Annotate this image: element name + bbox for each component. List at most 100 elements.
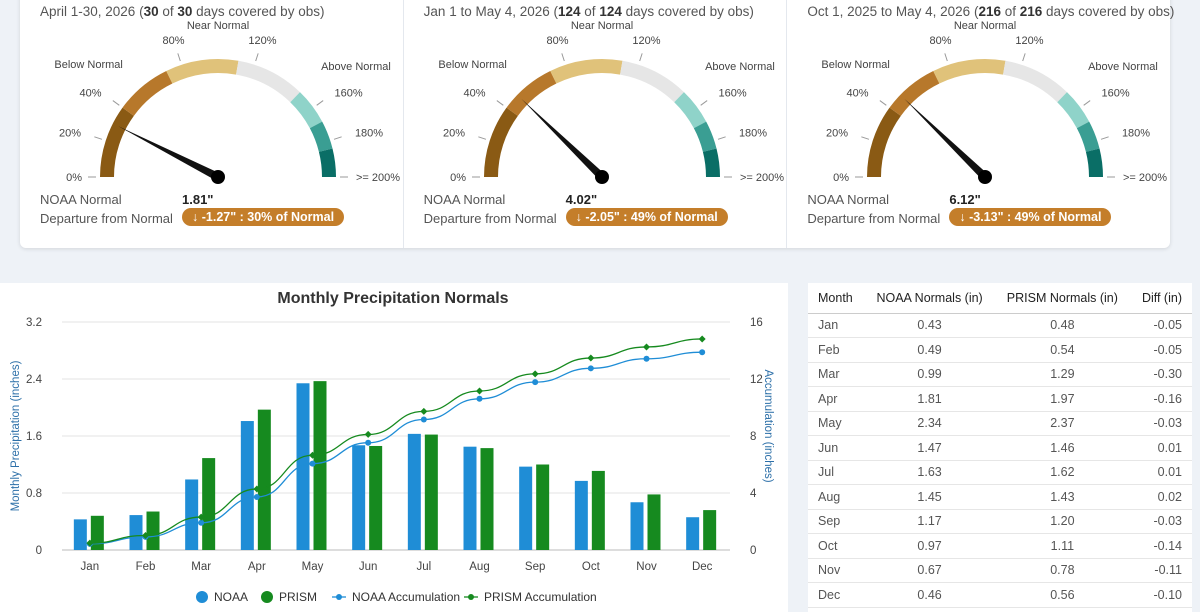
cell-diff: -0.03 [1130,411,1192,436]
legend-item-prism[interactable]: PRISM [261,590,317,604]
point-noaa-accumulation[interactable] [476,395,483,402]
bar-noaa[interactable] [73,519,87,550]
point-noaa-accumulation[interactable] [587,365,594,372]
legend-item-noaa-accumulation[interactable]: NOAA Accumulation [332,590,460,604]
column-header-prism[interactable]: PRISM Normals (in) [994,283,1130,314]
legend-marker [468,594,474,600]
x-tick-label: Dec [692,561,713,573]
point-prism-accumulation[interactable] [197,513,205,521]
bar-noaa[interactable] [630,502,644,550]
bar-noaa[interactable] [352,445,366,550]
column-header-diff[interactable]: Diff (in) [1130,283,1192,314]
normals-table: Month NOAA Normals (in) PRISM Normals (i… [808,283,1192,608]
gauge-tick-label: 20% [826,128,848,140]
x-tick-label: Mar [191,561,211,573]
cell-prism: 1.20 [994,509,1130,534]
column-header-noaa[interactable]: NOAA Normals (in) [864,283,995,314]
bar-prism[interactable] [480,448,494,550]
bar-noaa[interactable] [574,480,588,550]
point-prism-accumulation[interactable] [587,354,595,362]
cell-prism: 2.37 [994,411,1130,436]
cell-month: Jan [808,313,865,338]
gauge-tick-label: 80% [930,35,952,47]
point-noaa-accumulation[interactable] [532,379,539,386]
departure-value: -2.05" : 49% of Normal [585,210,718,224]
bar-noaa[interactable] [686,517,700,550]
bar-prism[interactable] [257,409,271,550]
gauge-needle [904,99,989,180]
bar-prism[interactable] [703,510,717,550]
bar-prism[interactable] [647,494,661,550]
gauge-zone-label: Above Normal [1088,61,1158,73]
point-prism-accumulation[interactable] [309,451,316,459]
gauge-tick-label: >= 200% [356,172,400,184]
point-prism-accumulation[interactable] [142,531,149,539]
bar-noaa[interactable] [519,466,533,550]
days-total: 216 [1019,4,1043,19]
point-prism-accumulation[interactable] [364,430,372,438]
point-prism-accumulation[interactable] [476,387,483,395]
bar-prism[interactable] [202,458,216,550]
bar-noaa[interactable] [296,383,310,550]
bar-prism[interactable] [313,381,327,550]
bar-noaa[interactable] [185,479,199,550]
bar-prism[interactable] [591,470,605,550]
point-noaa-accumulation[interactable] [420,416,427,423]
legend-label: NOAA Accumulation [352,590,460,604]
gauge-needle-hub [978,170,993,184]
bar-prism[interactable] [146,511,160,550]
gauge-tick-label: 0% [833,172,849,184]
cell-noaa: 0.99 [864,362,995,387]
gauge-tick-label: 180% [739,128,767,140]
y-right-tick-label: 0 [750,545,756,557]
legend-item-prism-accumulation[interactable]: PRISM Accumulation [464,590,597,604]
column-header-month[interactable]: Month [808,283,865,314]
point-prism-accumulation[interactable] [253,485,261,493]
gauge-tick-label: 180% [355,128,383,140]
cell-prism: 1.11 [994,533,1130,559]
point-noaa-accumulation[interactable] [198,519,205,526]
gauge-tick [255,53,259,62]
noaa-normal-value: 4.02" [565,192,598,207]
gauge-tick-label: 40% [79,87,101,99]
gauge-band [693,121,717,153]
x-tick-label: Jan [81,561,100,573]
cell-prism: 0.48 [994,313,1130,338]
point-prism-accumulation[interactable] [531,370,539,378]
point-noaa-accumulation[interactable] [253,493,260,500]
bar-noaa[interactable] [240,421,254,550]
legend-item-noaa[interactable]: NOAA [196,590,248,604]
noaa-normal-value: 6.12" [949,192,981,207]
point-noaa-accumulation[interactable] [699,349,706,356]
point-prism-accumulation[interactable] [86,539,94,547]
gauge-tick-label: 0% [66,172,82,184]
point-noaa-accumulation[interactable] [365,439,372,446]
cell-prism: 1.29 [994,362,1130,387]
bar-noaa[interactable] [407,433,421,550]
gauge-band [100,107,134,178]
gauge-band [1003,60,1068,103]
bar-prism[interactable] [536,464,550,551]
y-tick-label: 1.6 [26,431,42,443]
point-noaa-accumulation[interactable] [309,460,316,467]
gauge-period: Oct 1, 2025 to May 4, 2026 [807,4,971,19]
table-row: Nov 0.67 0.78 -0.11 [808,558,1192,583]
point-prism-accumulation[interactable] [698,335,706,343]
y-tick-label: 0.8 [26,488,42,500]
bar-noaa[interactable] [463,446,477,550]
bar-noaa[interactable] [129,515,143,550]
departure-label: Departure from Normal [807,211,941,226]
bar-prism[interactable] [369,445,383,550]
gauge-band [235,60,300,103]
point-prism-accumulation[interactable] [420,407,428,415]
cell-diff: 0.01 [1130,435,1192,461]
gauge-tick [316,100,324,106]
point-prism-accumulation[interactable] [643,343,650,351]
noaa-normal-label: NOAA Normal [423,192,506,207]
gauge-tick-label: 160% [718,87,746,99]
bar-prism[interactable] [90,515,104,550]
point-noaa-accumulation[interactable] [643,355,650,362]
gauge-band [1077,121,1100,153]
gauge-tick [700,100,708,106]
bar-prism[interactable] [424,434,438,550]
